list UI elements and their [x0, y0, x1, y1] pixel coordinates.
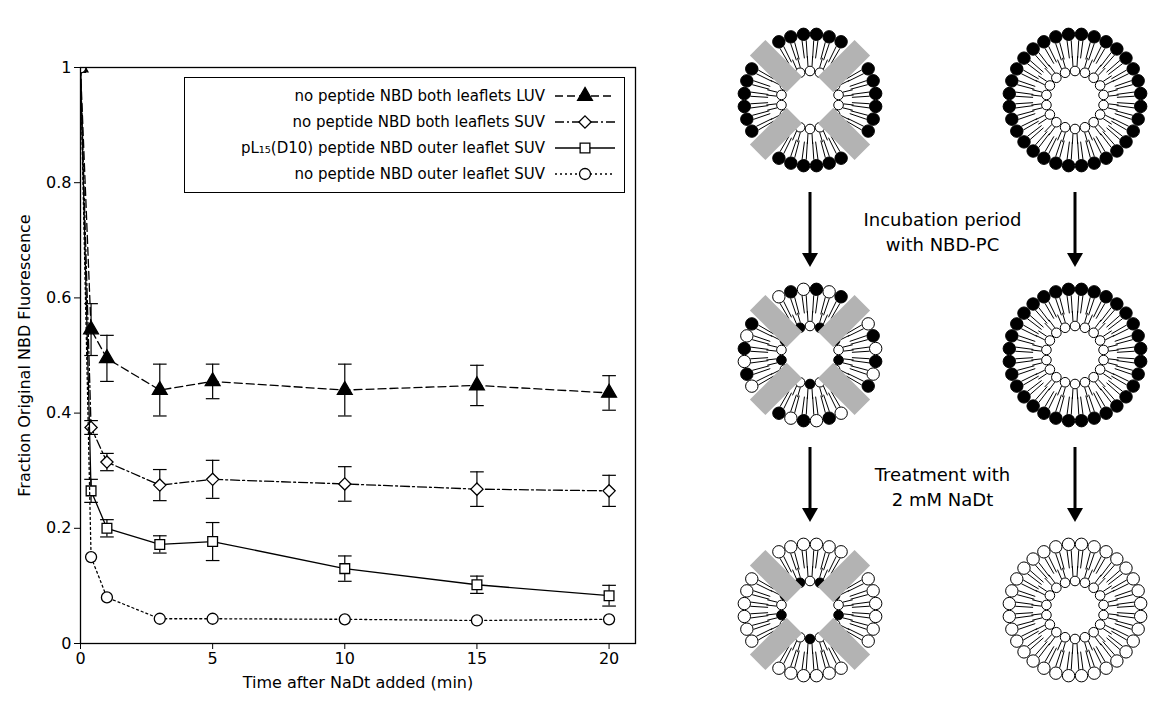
svg-text:pL₁₅(D10) peptide NBD outer le: pL₁₅(D10) peptide NBD outer leaflet SUV [241, 139, 546, 157]
svg-text:5: 5 [208, 649, 218, 668]
svg-text:no peptide NBD both leaflets S: no peptide NBD both leaflets SUV [293, 113, 546, 131]
svg-text:2 mM NaDt: 2 mM NaDt [892, 489, 993, 510]
svg-text:15: 15 [467, 649, 487, 668]
svg-text:20: 20 [599, 649, 619, 668]
svg-text:no peptide NBD outer leaflet S: no peptide NBD outer leaflet SUV [294, 165, 545, 183]
svg-text:0.2: 0.2 [46, 518, 71, 537]
svg-text:no peptide NBD both leaflets L: no peptide NBD both leaflets LUV [294, 87, 545, 105]
svg-text:0: 0 [75, 649, 85, 668]
svg-text:0.6: 0.6 [46, 288, 71, 307]
svg-text:0: 0 [61, 634, 71, 653]
svg-text:10: 10 [335, 649, 355, 668]
svg-text:Fraction Original NBD Fluoresc: Fraction Original NBD Fluorescence [15, 214, 34, 496]
svg-text:Time after NaDt added (min): Time after NaDt added (min) [242, 673, 474, 692]
svg-text:1: 1 [61, 58, 71, 77]
svg-text:with NBD-PC: with NBD-PC [886, 234, 1000, 255]
svg-text:0.8: 0.8 [46, 173, 71, 192]
svg-text:0.4: 0.4 [46, 403, 71, 422]
svg-text:Incubation period: Incubation period [863, 209, 1021, 230]
svg-text:Treatment with: Treatment with [874, 464, 1011, 485]
